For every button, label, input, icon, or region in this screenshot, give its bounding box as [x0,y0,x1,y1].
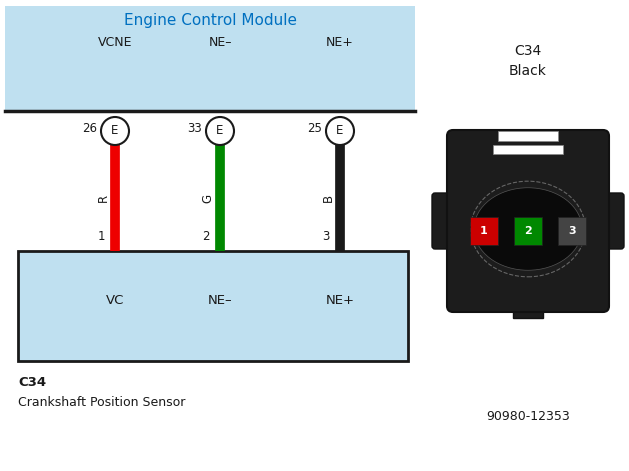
Text: VCNE: VCNE [97,36,132,49]
Text: Crankshaft Position Sensor: Crankshaft Position Sensor [18,396,186,409]
Bar [470,217,498,245]
Text: C34: C34 [515,44,542,58]
FancyBboxPatch shape [432,193,458,249]
Text: E: E [337,124,343,138]
Text: 25: 25 [307,122,322,136]
Text: Engine Control Module: Engine Control Module [123,14,296,29]
Text: E: E [216,124,224,138]
Text: 90980-12353: 90980-12353 [486,409,570,422]
Bar [498,131,558,141]
Text: NE+: NE+ [325,294,355,308]
FancyBboxPatch shape [598,193,624,249]
Circle shape [101,117,129,145]
Bar [493,145,563,154]
Text: VC: VC [106,294,124,308]
Ellipse shape [474,188,582,270]
Text: 33: 33 [187,122,202,136]
Text: E: E [111,124,119,138]
Circle shape [206,117,234,145]
Bar [18,251,408,361]
Text: C34: C34 [18,376,46,389]
Text: 26: 26 [82,122,97,136]
Bar [558,217,586,245]
Text: NE–: NE– [208,36,231,49]
Text: NE+: NE+ [326,36,354,49]
FancyBboxPatch shape [5,6,415,111]
Text: 1: 1 [480,226,488,236]
Text: Black: Black [509,64,547,78]
FancyBboxPatch shape [447,130,609,312]
Bar [514,217,542,245]
Text: NE–: NE– [208,294,232,308]
Bar [513,304,543,318]
Text: 3: 3 [568,226,576,236]
Text: 3: 3 [323,230,330,243]
Text: R: R [96,194,109,202]
Text: 2: 2 [203,230,210,243]
Text: B: B [321,194,335,202]
Text: G: G [201,194,214,203]
Circle shape [326,117,354,145]
Text: 2: 2 [524,226,532,236]
Text: 1: 1 [97,230,105,243]
